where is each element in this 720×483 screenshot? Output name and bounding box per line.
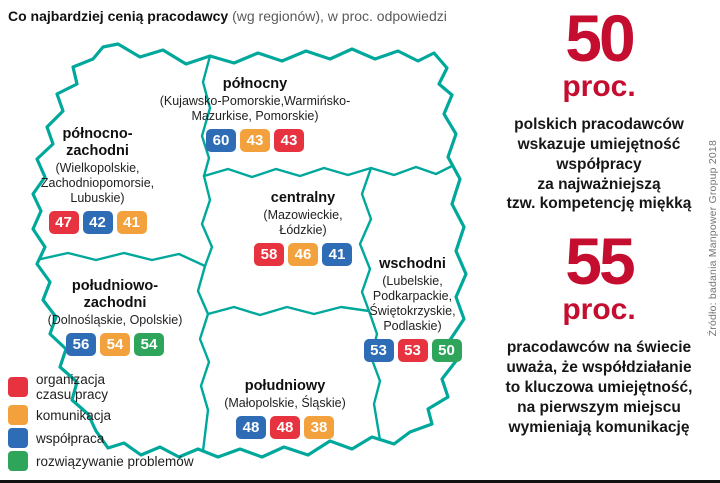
border-central-east <box>358 166 373 313</box>
value-chip: 56 <box>66 332 96 356</box>
legend-swatch-komunikacja <box>8 405 28 426</box>
region-centralny: centralny (Mazowieckie, Łódzkie) 58 46 4… <box>228 190 378 266</box>
stats-panel: 50 proc. polskich pracodawców wskazuje u… <box>498 1 700 438</box>
border-central-s <box>206 305 371 317</box>
value-chip: 41 <box>322 242 352 266</box>
value-chip: 50 <box>431 338 462 362</box>
border-nw-n <box>200 54 212 178</box>
value-chip: 54 <box>100 332 130 356</box>
value-chip: 43 <box>274 128 304 152</box>
value-chip: 38 <box>304 415 334 439</box>
border-s-east <box>367 309 382 442</box>
page-title: Co najbardziej cenią pracodawcy (wg regi… <box>8 8 447 24</box>
legend-swatch-wspolpraca <box>8 428 28 449</box>
region-provinces: (Wielkopolskie, Zachodniopomorsie, Lubus… <box>40 160 155 205</box>
region-values: 60 43 43 <box>145 128 365 152</box>
legend-swatch-organizacja-czasu-pracy <box>8 377 28 398</box>
stat-unit: proc. <box>562 292 636 326</box>
legend-item: współpraca <box>8 428 194 449</box>
region-values: 56 54 54 <box>25 332 205 356</box>
region-provinces: (Lubelskie, Podkarpackie, Świętokrzyskie… <box>369 273 456 333</box>
value-chip: 58 <box>254 242 284 266</box>
region-name: północno- zachodni <box>62 126 133 159</box>
region-name: centralny <box>270 190 336 206</box>
map-outline <box>31 42 468 459</box>
stat-text: polskich pracodawców wskazuje umiejętnoś… <box>506 116 692 213</box>
region-name: południowo- zachodni <box>71 278 159 311</box>
value-chip: 42 <box>82 210 113 234</box>
value-chip: 47 <box>48 210 79 234</box>
source-note: Źródło: badania Manpower Gropup 2018 <box>707 140 719 337</box>
stat-block-50: 50 proc. polskich pracodawców wskazuje u… <box>498 1 700 214</box>
value-chip: 48 <box>236 415 266 439</box>
legend-label: komunikacja <box>36 407 112 423</box>
title-strong: Co najbardziej cenią pracodawcy <box>8 8 229 24</box>
region-provinces: (Kujawsko-Pomorskie,Warmińsko- Mazurkise… <box>159 93 351 123</box>
region-poludniowo-zachodni: południowo- zachodni (Dolnośląskie, Opol… <box>25 278 205 356</box>
region-poludniowy: południowy (Małopolskie, Śląskie) 48 48 … <box>200 378 370 439</box>
value-chip: 43 <box>240 128 270 152</box>
legend-item: organizacja czasu pracy <box>8 372 194 402</box>
region-values: 47 42 41 <box>10 210 185 234</box>
legend-label: współpraca <box>36 430 105 446</box>
value-chip: 60 <box>206 128 236 152</box>
region-polnocno-zachodni: północno- zachodni (Wielkopolskie, Zacho… <box>10 126 185 234</box>
region-name: wschodni <box>379 256 446 272</box>
border-sw-s <box>196 264 211 453</box>
border-n-bottom <box>202 164 454 179</box>
stat-number: 50 <box>565 1 635 75</box>
border-nw-sw <box>39 251 207 268</box>
region-name: północny <box>222 76 288 92</box>
legend: organizacja czasu pracy komunikacja wspó… <box>8 372 194 472</box>
border-nw-central <box>200 174 214 268</box>
region-provinces: (Małopolskie, Śląskie) <box>224 395 346 410</box>
legend-item: komunikacja <box>8 405 194 426</box>
region-wschodni: wschodni (Lubelskie, Podkarpackie, Święt… <box>340 256 485 362</box>
value-chip: 53 <box>363 338 394 362</box>
region-provinces: (Dolnośląskie, Opolskie) <box>47 312 183 327</box>
region-values: 58 46 41 <box>228 242 378 266</box>
region-provinces: (Mazowieckie, Łódzkie) <box>263 207 343 237</box>
region-name: południowy <box>244 378 326 394</box>
value-chip: 53 <box>397 338 428 362</box>
region-values: 53 53 50 <box>340 338 485 362</box>
value-chip: 41 <box>116 210 147 234</box>
value-chip: 54 <box>134 332 164 356</box>
stat-block-55: 55 proc. pracodawców na świecie uważa, ż… <box>498 224 700 437</box>
value-chip: 46 <box>288 242 318 266</box>
bottom-rule <box>0 480 720 483</box>
legend-swatch-rozwiazywanie-problemow <box>8 451 28 472</box>
stat-unit: proc. <box>562 69 636 103</box>
stat-text: pracodawców na świecie uważa, że współdz… <box>505 339 693 436</box>
region-polnocny: północny (Kujawsko-Pomorskie,Warmińsko- … <box>145 76 365 152</box>
region-values: 48 48 38 <box>200 415 370 439</box>
stat-number: 55 <box>565 224 635 299</box>
title-rest: (wg regionów), w proc. odpowiedzi <box>228 8 447 24</box>
legend-label: rozwiązywanie problemów <box>36 453 194 469</box>
legend-label: organizacja czasu pracy <box>36 372 109 403</box>
value-chip: 48 <box>270 415 300 439</box>
legend-item: rozwiązywanie problemów <box>8 451 194 472</box>
